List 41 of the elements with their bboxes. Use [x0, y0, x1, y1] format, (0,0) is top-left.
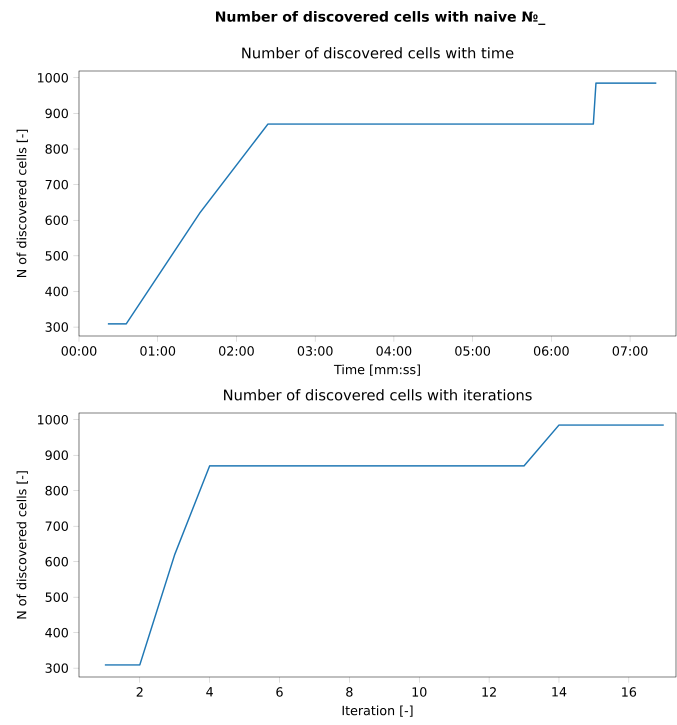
y-tick-label: 900 — [45, 108, 68, 118]
x-tick-label: 04:00 — [376, 346, 412, 356]
y-tick-label: 1000 — [38, 414, 68, 425]
x-tick-label: 07:00 — [612, 346, 648, 356]
y-tick-label: 400 — [45, 628, 68, 638]
x-axis-title: Iteration [-] — [342, 705, 412, 717]
x-tick-label: 4 — [206, 687, 213, 696]
x-axis-title: Time [mm:ss] — [334, 364, 420, 376]
x-tick-label: 06:00 — [534, 346, 569, 356]
x-tick-label: 2 — [136, 687, 143, 697]
y-tick-label: 500 — [46, 251, 68, 261]
y-tick-label: 800 — [46, 144, 68, 154]
x-tick-label: 02:00 — [219, 346, 254, 356]
y-tick-label: 500 — [46, 592, 68, 602]
line-series — [107, 82, 658, 325]
y-axis-title: N of discovered cells [-] — [16, 471, 28, 619]
y-tick-label: 900 — [45, 450, 68, 460]
y-tick-label: 600 — [46, 215, 68, 226]
x-tick-label: 6 — [276, 687, 283, 697]
line-series — [104, 424, 665, 666]
y-tick-label: 400 — [45, 286, 68, 296]
x-tick-label: 14 — [552, 687, 566, 696]
y-tick-label: 1000 — [38, 72, 68, 83]
y-tick-label: 300 — [46, 322, 68, 332]
y-tick-label: 700 — [46, 521, 68, 531]
x-tick-label: 05:00 — [455, 346, 490, 356]
chart-subtitle: Number of discovered cells with time — [242, 47, 514, 59]
chart-title: Number of discovered cells with iterations — [224, 389, 532, 401]
x-tick-label: 01:00 — [140, 346, 176, 356]
x-tick-label: 00:00 — [62, 346, 96, 356]
y-tick-label: 800 — [46, 486, 68, 496]
x-tick-label: 16 — [622, 687, 636, 697]
y-tick-label: 600 — [46, 556, 68, 566]
x-tick-label: 03:00 — [298, 346, 333, 356]
y-axis-title: N of discovered cells [-] — [16, 130, 28, 278]
y-tick-label: 300 — [46, 663, 68, 673]
x-tick-label: 8 — [346, 687, 353, 697]
x-tick-label: 12 — [482, 687, 496, 697]
chart-title: Number of discovered cells with naive №_ — [216, 11, 546, 25]
y-tick-label: 700 — [46, 180, 68, 190]
x-tick-label: 10 — [412, 687, 426, 697]
